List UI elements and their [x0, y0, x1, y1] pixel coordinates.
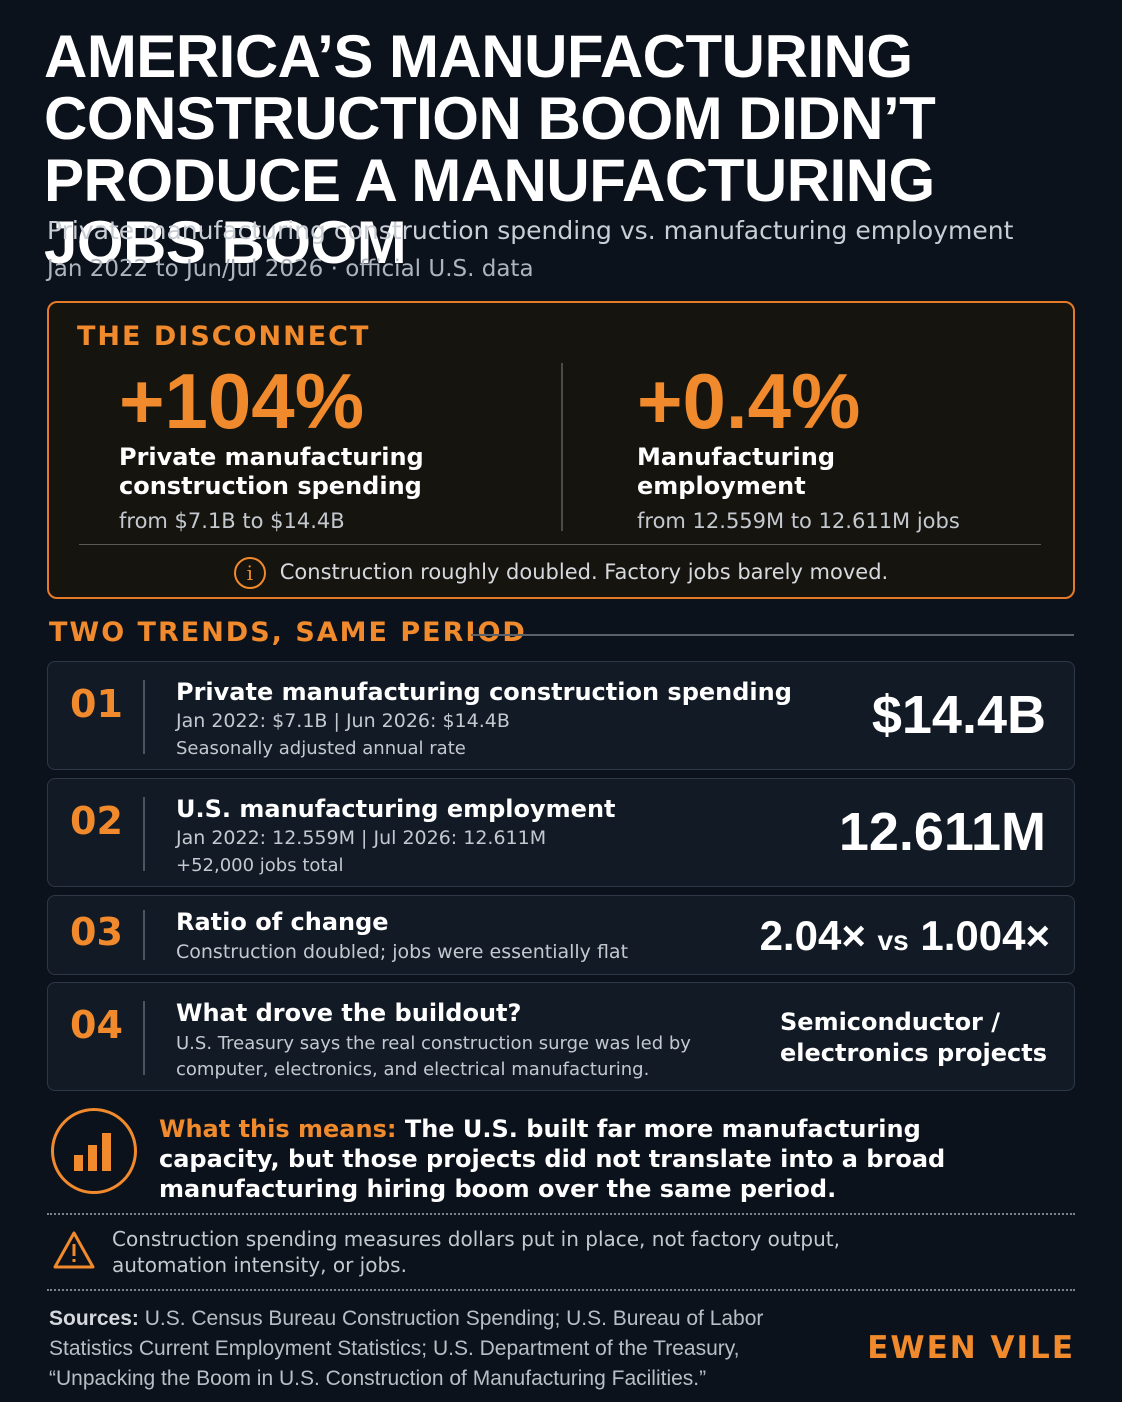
title-line-2: CONSTRUCTION BOOM DIDN’T: [44, 85, 936, 152]
trend-row-4-number: 04: [70, 1003, 123, 1047]
trend-row-4-detail-1: U.S. Treasury says the real construction…: [176, 1033, 691, 1054]
title-line-3: PRODUCE A MANUFACTURING JOBS BOOM: [44, 147, 935, 276]
stat-employment-label: Manufacturing employment: [637, 443, 835, 500]
disconnect-divider: [561, 363, 563, 531]
sources-text: U.S. Census Bureau Construction Spending…: [49, 1307, 764, 1390]
disconnect-note: i Construction roughly doubled. Factory j…: [49, 557, 1073, 589]
stat-construction-value: +104%: [119, 357, 365, 445]
trend-row-3-value: 2.04× vs 1.004×: [760, 912, 1050, 960]
trend-row-4-value-line-2: electronics projects: [780, 1039, 1047, 1067]
page-subtitle: Private manufacturing construction spend…: [47, 216, 1014, 245]
dateline: Jan 2022 to Jun/Jul 2026 · official U.S.…: [47, 256, 534, 282]
stat-construction-label: Private manufacturing construction spend…: [119, 443, 424, 500]
trend-row-3-number: 03: [70, 910, 123, 954]
stat-employment-detail: from 12.559M to 12.611M jobs: [637, 509, 960, 533]
stat-construction: +104% Private manufacturing construction…: [119, 359, 439, 533]
page-title: AMERICA’S MANUFACTURING CONSTRUCTION BOO…: [44, 26, 1104, 274]
trend-row-3-title: Ratio of change: [176, 908, 389, 936]
stat-employment-value: +0.4%: [637, 357, 861, 445]
disconnect-panel: THE DISCONNECT +104% Private manufacturi…: [47, 301, 1075, 599]
trend-row-4-divider: [143, 1001, 145, 1075]
trend-row-1-number: 01: [70, 682, 123, 726]
takeaway-lead: What this means:: [159, 1115, 397, 1143]
bar-chart-icon: [51, 1108, 137, 1194]
ratio-construction: 2.04×: [759, 912, 866, 959]
trend-row-4-detail-2: computer, electronics, and electrical ma…: [176, 1059, 650, 1080]
trend-row-3-detail: Construction doubled; jobs were essentia…: [176, 941, 629, 963]
trend-row-3-divider: [143, 910, 145, 960]
bar-chart-icon-graphic: [74, 1133, 111, 1171]
stat-employment: +0.4% Manufacturing employment from 12.5…: [637, 359, 960, 533]
trend-row-2-detail: Jan 2022: 12.559M | Jul 2026: 12.611M: [176, 827, 547, 849]
ratio-vs: vs: [877, 925, 909, 956]
disconnect-rule: [79, 544, 1041, 545]
warning-icon: [53, 1231, 95, 1269]
trend-row-4: 04 What drove the buildout? U.S. Treasur…: [47, 982, 1075, 1091]
disconnect-label: THE DISCONNECT: [77, 321, 371, 352]
trend-row-2-number: 02: [70, 799, 123, 843]
trend-row-1-detail: Jan 2022: $7.1B | Jun 2026: $14.4B: [176, 710, 510, 732]
stat-construction-detail: from $7.1B to $14.4B: [119, 509, 345, 533]
title-line-1: AMERICA’S MANUFACTURING: [44, 23, 913, 90]
trend-row-2: 02 U.S. manufacturing employment Jan 202…: [47, 778, 1075, 887]
section-rule: [471, 634, 1074, 636]
trend-row-2-value: 12.611M: [838, 802, 1046, 862]
trend-row-1: 01 Private manufacturing construction sp…: [47, 661, 1075, 770]
section-heading: TWO TRENDS, SAME PERIOD: [49, 617, 527, 648]
trend-row-3: 03 Ratio of change Construction doubled;…: [47, 895, 1075, 975]
ratio-jobs: 1.004×: [920, 912, 1050, 959]
trend-row-1-divider: [143, 680, 145, 754]
trend-row-4-value: Semiconductor / electronics projects: [780, 1007, 1047, 1069]
dotted-divider-1: [47, 1213, 1075, 1215]
trend-row-2-note: +52,000 jobs total: [176, 855, 344, 876]
info-icon: i: [233, 557, 266, 589]
dotted-divider-2: [47, 1289, 1075, 1291]
trend-row-4-value-line-1: Semiconductor /: [780, 1008, 1001, 1036]
takeaway-body: The U.S. built far more manufacturing ca…: [159, 1115, 946, 1203]
trend-row-1-value: $14.4B: [871, 685, 1046, 745]
sources-label: Sources:: [49, 1307, 139, 1330]
trend-row-4-title: What drove the buildout?: [176, 999, 522, 1027]
disconnect-note-text: Construction roughly doubled. Factory jo…: [279, 560, 889, 584]
trend-row-2-divider: [143, 797, 145, 871]
sources: Sources: U.S. Census Bureau Construction…: [49, 1304, 839, 1394]
trend-row-1-title: Private manufacturing construction spend…: [176, 678, 792, 706]
trend-row-1-note: Seasonally adjusted annual rate: [176, 738, 466, 759]
caveat-text: Construction spending measures dollars p…: [112, 1227, 840, 1277]
brand-signature: EWEN VILE: [867, 1330, 1075, 1366]
trend-row-2-title: U.S. manufacturing employment: [176, 795, 616, 823]
takeaway-text: What this means: The U.S. built far more…: [159, 1114, 959, 1204]
